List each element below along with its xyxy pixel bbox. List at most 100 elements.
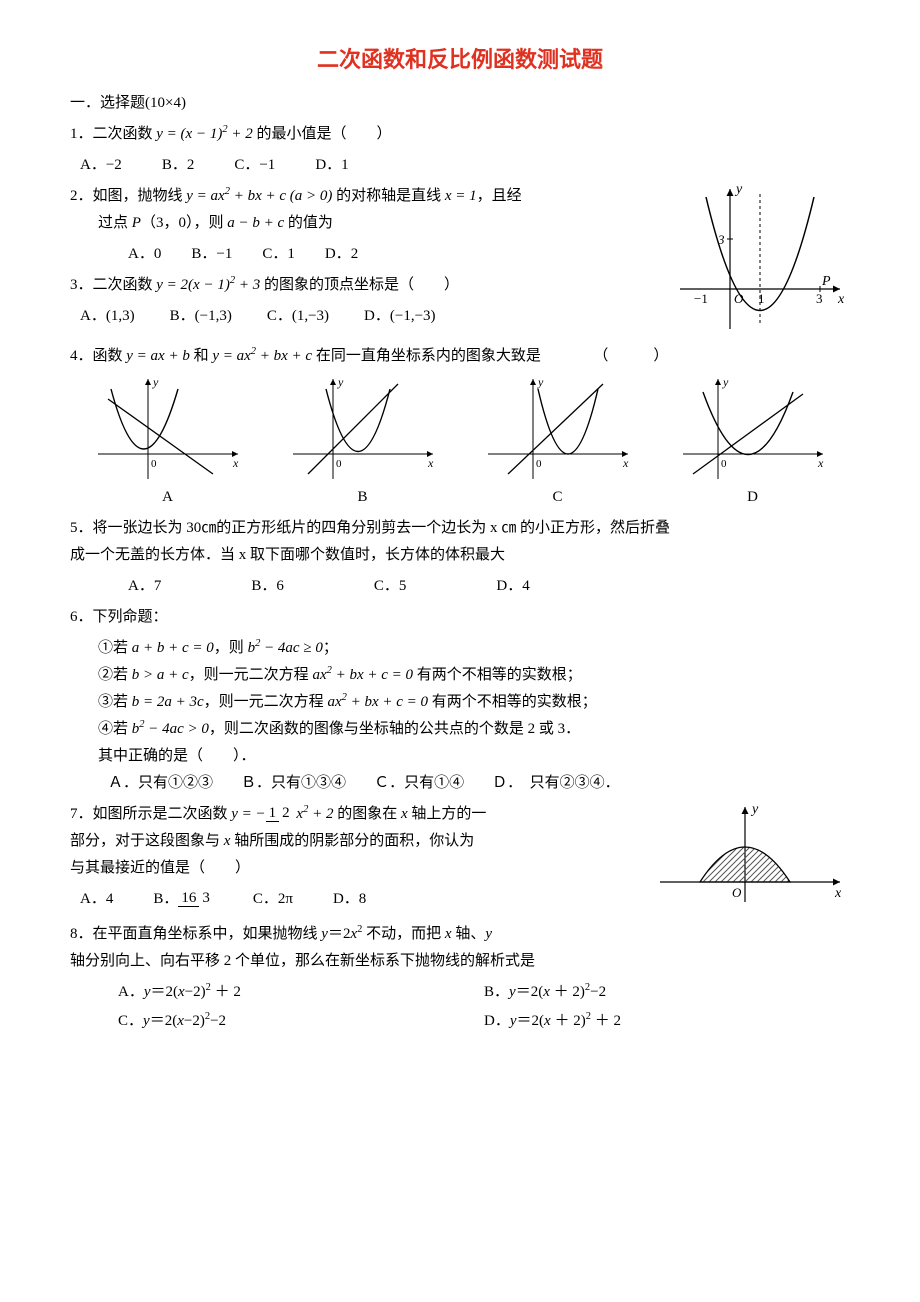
svg-text:x: x	[622, 456, 629, 470]
opt-d: D．8	[333, 886, 366, 913]
opt-c: Ｃ．只有①④	[374, 770, 464, 797]
q6-c2: ②若 b > a + c，则一元二次方程 ax2 + bx + c = 0 有两…	[70, 662, 850, 689]
opt-a: A．(1,3)	[80, 303, 135, 330]
question-2: 2．如图，抛物线 y = ax2 + bx + c (a > 0) 的对称轴是直…	[70, 183, 670, 237]
opt-c-val: 2π	[278, 891, 293, 907]
q1-formula: y = (x − 1)2 + 2	[156, 126, 252, 142]
opt-c: C．−1	[234, 152, 275, 179]
q4-fig-d: x y 0 D	[678, 374, 828, 511]
q4-label-b: B	[288, 484, 438, 511]
svg-text:y: y	[722, 375, 729, 389]
question-8: 8．在平面直角坐标系中，如果抛物线 y＝2x2 不动，而把 x 轴、y 轴分别向…	[70, 921, 850, 975]
page-title: 二次函数和反比例函数测试题	[70, 40, 850, 80]
q7-frac-den: 2	[279, 805, 293, 821]
svg-text:0: 0	[151, 458, 157, 470]
q5-options: A．7 B．6 C．5 D．4	[80, 573, 850, 600]
q2-line2: 过点 P（3，0），则 a − b + c 的值为	[70, 215, 333, 231]
q8-line1: 8．在平面直角坐标系中，如果抛物线 y＝2x2 不动，而把 x 轴、y	[70, 926, 492, 942]
q2-line1: 2．如图，抛物线 y = ax2 + bx + c (a > 0) 的对称轴是直…	[70, 188, 522, 204]
q4-figures: x y 0 A x y 0	[70, 374, 850, 511]
opt-a-val: (1,3)	[106, 308, 135, 324]
opt-c-val: (1,−3)	[292, 308, 329, 324]
q5-line2: 成一个无盖的长方体．当 x 取下面哪个数值时，长方体的体积最大	[70, 547, 505, 563]
opt-a: A．0	[128, 241, 161, 268]
svg-text:x: x	[817, 456, 824, 470]
opt-b-val: 6	[276, 578, 284, 594]
q4-label-a: A	[93, 484, 243, 511]
q2-figure: 3 −1 O 1 3 x y P	[670, 179, 850, 339]
opt-c-val: −1	[259, 157, 275, 173]
svg-text:O: O	[732, 885, 742, 900]
opt-d: D．4	[496, 573, 529, 600]
question-5: 5．将一张边长为 30㎝的正方形纸片的四角分别剪去一个边长为 x ㎝ 的小正方形…	[70, 515, 850, 569]
q6-tail: 其中正确的是（ ）．	[70, 743, 850, 770]
opt-b: B．163	[153, 886, 213, 913]
opt-c: C．5	[374, 573, 407, 600]
q6-c1: ①若 a + b + c = 0，则 b2 − 4ac ≥ 0；	[70, 635, 850, 662]
q2-options: A．0 B．−1 C．1 D．2	[80, 241, 670, 268]
q1-options: A．−2 B．2 C．−1 D．1	[80, 152, 850, 179]
opt-d: D．y＝2(x ＋ 2)2 ＋ 2	[484, 1008, 850, 1035]
opt-c: C．(1,−3)	[267, 303, 329, 330]
opt-a-val: 7	[154, 578, 162, 594]
q6-c3: ③若 b = 2a + 3c，则一元二次方程 ax2 + bx + c = 0 …	[70, 689, 850, 716]
opt-a: A．4	[80, 886, 113, 913]
q6-options: Ａ．只有①②③ Ｂ．只有①③④ Ｃ．只有①④ Ｄ． 只有②③④．	[80, 770, 850, 797]
opt-b-val: 2	[187, 157, 195, 173]
opt-d: D．1	[315, 152, 348, 179]
svg-text:x: x	[427, 456, 434, 470]
opt-b-val: −1	[216, 246, 232, 262]
svg-text:−1: −1	[694, 291, 708, 306]
opt-b-val: (−1,3)	[195, 308, 232, 324]
opt-d-val: (−1,−3)	[390, 308, 436, 324]
opt-a: Ａ．只有①②③	[108, 770, 213, 797]
opt-d-val: 4	[522, 578, 530, 594]
opt-d: D．(−1,−3)	[364, 303, 436, 330]
section-heading: 一．选择题(10×4)	[70, 90, 850, 117]
q4-label-d: D	[678, 484, 828, 511]
opt-b: Ｂ．只有①③④	[241, 770, 346, 797]
svg-text:y: y	[750, 802, 759, 817]
svg-text:y: y	[152, 375, 159, 389]
svg-text:1: 1	[758, 291, 765, 306]
question-4: 4．函数 y = ax + b 和 y = ax2 + bx + c 在同一直角…	[70, 343, 850, 370]
q4-label-c: C	[483, 484, 633, 511]
opt-c-val: 只有①④	[404, 775, 464, 791]
q4-fig-c: x y 0 C	[483, 374, 633, 511]
q5-line1: 5．将一张边长为 30㎝的正方形纸片的四角分别剪去一个边长为 x ㎝ 的小正方形…	[70, 520, 670, 536]
opt-d-val: 1	[341, 157, 349, 173]
opt-b: B．6	[251, 573, 284, 600]
opt-d: Ｄ． 只有②③④．	[492, 770, 620, 797]
svg-text:x: x	[837, 292, 845, 307]
q4-fig-a: x y 0 A	[93, 374, 243, 511]
opt-c: C．y＝2(x−2)2−2	[118, 1008, 484, 1035]
svg-text:y: y	[337, 375, 344, 389]
opt-d-val: 2	[351, 246, 359, 262]
q1-text-a: 1．二次函数	[70, 126, 156, 142]
opt-d-val: 8	[359, 891, 367, 907]
q4-fig-b: x y 0 B	[288, 374, 438, 511]
opt-c: C．2π	[253, 886, 293, 913]
q7-frac-num: 1	[266, 805, 280, 822]
svg-text:0: 0	[336, 458, 342, 470]
question-6: 6．下列命题：	[70, 604, 850, 631]
svg-text:x: x	[232, 456, 239, 470]
svg-text:0: 0	[721, 458, 727, 470]
opt-a: A．y＝2(x−2)2 ＋ 2	[118, 979, 484, 1006]
opt-b: B．−1	[191, 241, 232, 268]
svg-text:0: 0	[536, 458, 542, 470]
opt-b: B．y＝2(x ＋ 2)2−2	[484, 979, 850, 1006]
q7-figure: x y O	[650, 797, 850, 917]
opt-a-val: −2	[106, 157, 122, 173]
opt-a: A．7	[128, 573, 161, 600]
question-7: 7．如图所示是二次函数 y = −12 x2 + 2 的图象在 x 轴上方的一 …	[70, 801, 650, 882]
opt-a-val: 只有①②③	[138, 775, 213, 791]
opt-d-val: 只有②③④．	[530, 775, 620, 791]
svg-text:y: y	[537, 375, 544, 389]
svg-text:3: 3	[816, 291, 823, 306]
svg-text:y: y	[734, 182, 743, 197]
opt-a: A．−2	[80, 152, 122, 179]
svg-text:O: O	[734, 291, 744, 306]
q8-line2: 轴分别向上、向右平移 2 个单位，那么在新坐标系下抛物线的解析式是	[70, 953, 535, 969]
opt-c-val: 5	[399, 578, 407, 594]
